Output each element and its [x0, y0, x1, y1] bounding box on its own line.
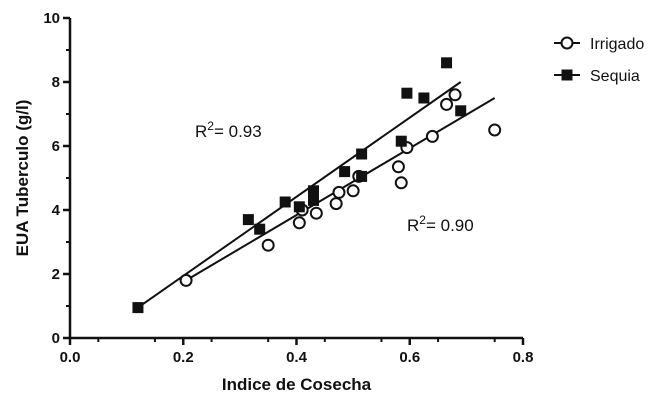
x-tick-label: 0.0 [60, 349, 81, 366]
point-sequia [356, 170, 368, 182]
legend-marker-sequia [561, 69, 573, 81]
point-sequia [395, 135, 407, 147]
point-irrigado [394, 176, 408, 190]
point-sequia [418, 92, 430, 104]
point-sequia [307, 185, 319, 197]
y-tick-label: 8 [52, 74, 60, 91]
y-tick-label: 4 [52, 202, 61, 219]
point-sequia [242, 214, 254, 226]
point-irrigado [448, 88, 462, 102]
r2-annotation: R2= 0.93 [195, 119, 262, 141]
point-sequia [455, 105, 467, 117]
point-irrigado [332, 185, 346, 199]
annotations: R2= 0.93 R2= 0.90 [195, 119, 474, 235]
axes: 0.0 0.2 0.4 0.6 0.8 0 2 4 6 8 10 Indice de Cosecha E… [13, 10, 533, 394]
y-axis-title: EUA Tuberculo (g/l) [13, 100, 32, 257]
point-sequia [401, 87, 413, 99]
legend: Irrigado Sequia [554, 36, 644, 85]
y-tick-label: 0 [52, 330, 60, 347]
x-axis-title: Indice de Cosecha [222, 375, 372, 394]
point-sequia [339, 166, 351, 178]
point-irrigado [488, 123, 502, 137]
point-irrigado [179, 273, 193, 287]
y-tick-label: 6 [52, 138, 60, 155]
point-sequia [132, 302, 144, 314]
point-irrigado [309, 206, 323, 220]
point-irrigado [292, 216, 306, 230]
point-sequia [293, 201, 305, 213]
point-sequia [307, 194, 319, 206]
point-irrigado [346, 184, 360, 198]
y-tick-label: 2 [52, 266, 60, 283]
point-irrigado [425, 129, 439, 143]
point-sequia [441, 57, 453, 69]
point-irrigado [329, 197, 343, 211]
x-tick-label: 0.2 [173, 349, 194, 366]
point-irrigado [440, 97, 454, 111]
point-irrigado [391, 160, 405, 174]
point-sequia [254, 223, 266, 235]
x-tick-label: 0.6 [399, 349, 420, 366]
legend-label-sequia: Sequia [590, 68, 640, 85]
x-tick-label: 0.4 [286, 349, 308, 366]
legend-label-irrigado: Irrigado [590, 36, 644, 53]
point-sequia [279, 196, 291, 208]
x-tick-label: 0.8 [513, 349, 534, 366]
point-sequia [356, 148, 368, 160]
data-points [132, 57, 502, 314]
fit-line-sequia [137, 81, 462, 309]
legend-marker-irrigado [560, 36, 574, 50]
y-tick-label: 10 [43, 10, 60, 27]
point-irrigado [261, 238, 275, 252]
r2-annotation: R2= 0.90 [407, 213, 474, 235]
